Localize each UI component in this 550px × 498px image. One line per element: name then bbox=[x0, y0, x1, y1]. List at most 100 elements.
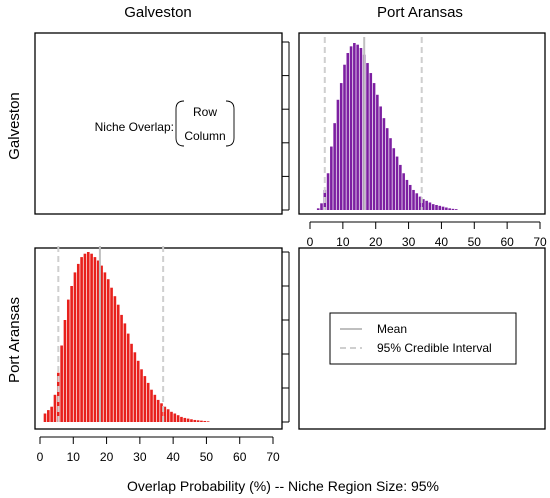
histogram-bar bbox=[90, 253, 93, 422]
histogram-bar bbox=[126, 333, 130, 422]
histogram-bar bbox=[106, 279, 110, 422]
histogram-bar bbox=[379, 106, 382, 210]
histogram-bar bbox=[110, 287, 113, 422]
x-tick-label: 70 bbox=[533, 235, 547, 249]
histogram-bar bbox=[47, 410, 50, 422]
histogram-bar bbox=[339, 83, 343, 210]
histogram-bar bbox=[359, 48, 363, 211]
histogram-bar bbox=[96, 260, 100, 422]
legend-box bbox=[329, 312, 517, 365]
histogram-bar bbox=[93, 257, 97, 422]
histogram-bar bbox=[53, 394, 57, 422]
row-header-port-aransas: Port Aransas bbox=[6, 297, 23, 383]
panel-bottom-right bbox=[298, 247, 546, 430]
histogram-bar bbox=[438, 205, 442, 210]
x-tick-label: 10 bbox=[67, 450, 81, 464]
histogram-bar bbox=[206, 421, 210, 422]
x-tick-label: 0 bbox=[307, 235, 314, 249]
histogram-bar bbox=[316, 208, 320, 210]
histogram-bar bbox=[330, 146, 333, 210]
histogram-bar bbox=[123, 323, 127, 422]
histogram-bar bbox=[412, 189, 415, 210]
histogram-bar bbox=[160, 403, 163, 422]
histogram-top-right: 0 10 20 30 40 50 60 70 bbox=[307, 37, 547, 249]
histogram-bar bbox=[349, 46, 353, 211]
histogram-bar bbox=[116, 304, 120, 422]
histogram-bar bbox=[76, 263, 80, 422]
x-tick-label: 50 bbox=[200, 450, 214, 464]
histogram-bar bbox=[395, 156, 399, 210]
histogram-bar bbox=[176, 415, 180, 422]
x-tick-label: 0 bbox=[37, 450, 44, 464]
histogram-bar bbox=[100, 265, 103, 422]
histogram-bar bbox=[428, 202, 432, 210]
x-tick-label: 70 bbox=[266, 450, 280, 464]
histogram-bar bbox=[153, 394, 157, 422]
histogram-bar bbox=[166, 409, 170, 422]
legend-ci-label: 95% Credible Interval bbox=[377, 341, 492, 355]
histogram-bar bbox=[346, 53, 350, 210]
panel-top-right bbox=[298, 32, 546, 215]
x-axis-label: Overlap Probability (%) -- Niche Region … bbox=[127, 478, 439, 494]
histogram-bar bbox=[70, 286, 73, 422]
histogram-bar bbox=[333, 123, 336, 210]
x-tick-label: 40 bbox=[435, 235, 449, 249]
histogram-bar bbox=[402, 173, 405, 210]
row-header-galveston: Galveston bbox=[6, 92, 23, 160]
histogram-bar bbox=[133, 352, 137, 422]
histogram-bar bbox=[130, 343, 133, 422]
x-tick-label: 10 bbox=[336, 235, 350, 249]
histogram-bar bbox=[356, 44, 359, 210]
histogram-bar bbox=[425, 200, 428, 210]
x-tick-label: 60 bbox=[233, 450, 247, 464]
histogram-bar bbox=[441, 206, 445, 210]
histogram-bar bbox=[343, 64, 346, 211]
key-left-paren bbox=[175, 100, 185, 147]
histogram-bar bbox=[422, 199, 425, 210]
histogram-bar bbox=[431, 204, 435, 210]
histogram-bar bbox=[435, 204, 438, 210]
histogram-bar bbox=[170, 411, 173, 422]
key-column-label: Column bbox=[184, 129, 225, 143]
panel-top-left bbox=[34, 32, 283, 215]
histogram-bar bbox=[50, 406, 53, 422]
histogram-bar bbox=[336, 99, 340, 210]
histogram-bar bbox=[200, 420, 203, 422]
histogram-bar bbox=[83, 253, 87, 422]
histogram-bar bbox=[186, 418, 190, 422]
histogram-bar bbox=[372, 83, 376, 210]
histogram-bar bbox=[80, 257, 83, 422]
histogram-bar bbox=[140, 369, 143, 422]
histogram-bar bbox=[382, 118, 386, 210]
x-tick-label: 20 bbox=[100, 450, 114, 464]
histogram-bar bbox=[150, 389, 153, 422]
key-row-label: Row bbox=[193, 105, 217, 119]
histogram-bar bbox=[408, 184, 412, 210]
histogram-bar bbox=[73, 272, 77, 422]
histogram-bar bbox=[113, 296, 117, 422]
histogram-bar bbox=[183, 417, 187, 422]
histogram-bar bbox=[190, 419, 193, 422]
column-header-galveston: Galveston bbox=[124, 4, 192, 21]
histogram-bar bbox=[366, 63, 369, 210]
histogram-bar bbox=[385, 128, 389, 210]
histogram-bar bbox=[196, 420, 200, 422]
x-tick-label: 50 bbox=[468, 235, 482, 249]
legend-mean-label: Mean bbox=[377, 322, 407, 336]
histogram-bar bbox=[163, 406, 167, 422]
histogram-bar bbox=[389, 138, 392, 210]
histogram-bar bbox=[173, 413, 177, 422]
legend: Mean 95% Credible Interval bbox=[329, 312, 517, 365]
histogram-bar bbox=[454, 209, 458, 210]
histogram-bar bbox=[320, 203, 323, 210]
histogram-bar bbox=[103, 272, 107, 422]
histogram-bottom-left: 0 10 20 30 40 50 60 70 bbox=[37, 246, 280, 464]
histogram-bar bbox=[193, 419, 197, 422]
histogram-bar bbox=[120, 314, 123, 422]
histogram-bar bbox=[156, 399, 160, 422]
histogram-bar bbox=[43, 413, 47, 422]
niche-overlap-key: Niche Overlap: Row Column bbox=[95, 100, 235, 147]
histogram-bar bbox=[353, 43, 356, 210]
histogram-bar bbox=[392, 148, 396, 210]
